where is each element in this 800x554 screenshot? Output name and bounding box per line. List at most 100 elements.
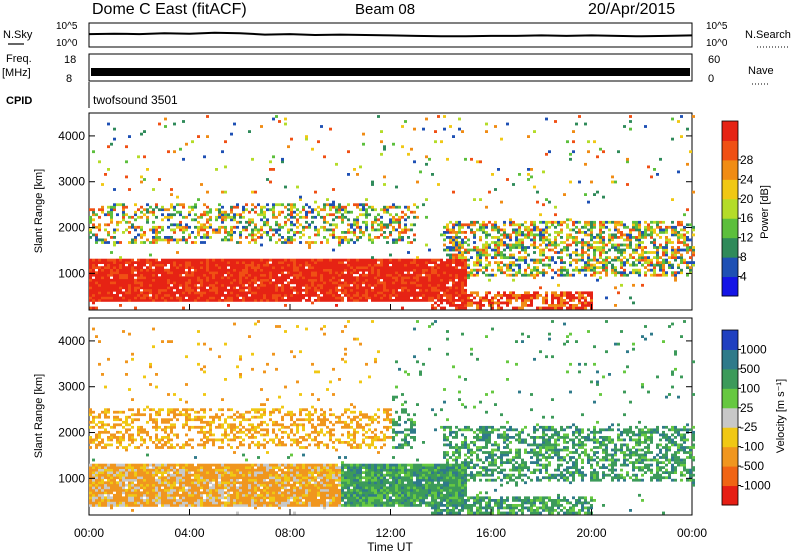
heatmap-cell: [155, 478, 158, 482]
heatmap-cell: [104, 266, 107, 269]
heatmap-cell: [227, 304, 230, 307]
heatmap-cell: [299, 278, 302, 282]
heatmap-cell: [398, 296, 401, 300]
heatmap-cell: [113, 127, 116, 131]
heatmap-cell: [272, 203, 275, 207]
heatmap-cell: [191, 231, 194, 234]
heatmap-cell: [146, 496, 149, 500]
heatmap-cell: [176, 225, 179, 229]
heatmap-cell: [140, 271, 143, 275]
heatmap-cell: [122, 438, 125, 442]
heatmap-cell: [425, 294, 428, 297]
heatmap-cell: [302, 268, 305, 272]
heatmap-cell: [158, 410, 161, 414]
heatmap-cell: [248, 278, 251, 282]
heatmap-cell: [524, 236, 527, 239]
heatmap-cell: [560, 301, 563, 305]
heatmap-cell: [533, 225, 536, 229]
heatmap-cell: [98, 483, 101, 487]
heatmap-cell: [314, 261, 317, 264]
heatmap-cell: [563, 304, 566, 307]
heatmap-cell: [173, 122, 176, 126]
heatmap-cell: [170, 205, 173, 209]
heatmap-cell: [209, 296, 212, 300]
heatmap-cell: [389, 288, 392, 292]
heatmap-cell: [134, 463, 137, 467]
heatmap-cell: [227, 231, 230, 234]
heatmap-cell: [581, 266, 584, 269]
heatmap-cell: [473, 261, 476, 264]
heatmap-cell: [596, 261, 599, 264]
heatmap-cell: [329, 281, 332, 285]
heatmap-cell: [131, 425, 134, 429]
heatmap-cell: [401, 276, 404, 280]
heatmap-cell: [653, 220, 656, 224]
heatmap-cell: [518, 258, 521, 262]
heatmap-cell: [401, 210, 404, 214]
heatmap-cell: [419, 261, 422, 264]
heatmap-cell: [149, 476, 152, 480]
heatmap-cell: [137, 208, 140, 212]
heatmap-cell: [284, 220, 287, 224]
heatmap-cell: [149, 415, 152, 419]
heatmap-cell: [383, 223, 386, 227]
heatmap-cell: [383, 208, 386, 212]
heatmap-cell: [362, 258, 365, 262]
heatmap-cell: [656, 223, 659, 227]
heatmap-cell: [119, 468, 122, 472]
heatmap-cell: [341, 276, 344, 280]
heatmap-cell: [638, 261, 641, 264]
heatmap-cell: [374, 215, 377, 219]
heatmap-cell: [458, 220, 461, 224]
heatmap-cell: [581, 294, 584, 297]
heatmap-cell: [389, 291, 392, 295]
heatmap-cell: [407, 291, 410, 295]
heatmap-cell: [335, 215, 338, 219]
heatmap-cell: [659, 268, 662, 272]
heatmap-cell: [587, 200, 590, 204]
heatmap-cell: [482, 271, 485, 275]
heatmap-cell: [677, 271, 680, 275]
heatmap-cell: [140, 276, 143, 280]
heatmap-cell: [542, 231, 545, 234]
heatmap-cell: [95, 288, 98, 292]
heatmap-cell: [131, 466, 134, 469]
heatmap-cell: [116, 286, 119, 290]
heatmap-cell: [158, 268, 161, 272]
heatmap-cell: [524, 225, 527, 229]
heatmap-cell: [644, 261, 647, 264]
heatmap-cell: [101, 476, 104, 480]
heatmap-cell: [146, 481, 149, 485]
heatmap-cell: [551, 220, 554, 224]
heatmap-cell: [101, 291, 104, 295]
heatmap-cell: [203, 273, 206, 277]
heatmap-cell: [683, 261, 686, 264]
heatmap-cell: [281, 225, 284, 229]
heatmap-cell: [335, 261, 338, 264]
heatmap-cell: [158, 491, 161, 495]
heatmap-cell: [452, 299, 455, 302]
heatmap-cell: [113, 493, 116, 497]
heatmap-cell: [152, 466, 155, 469]
heatmap-cell: [671, 251, 674, 254]
heatmap-cell: [275, 266, 278, 269]
heatmap-cell: [215, 215, 218, 219]
heatmap-cell: [143, 291, 146, 295]
heatmap-cell: [293, 276, 296, 280]
heatmap-cell: [569, 218, 572, 222]
heatmap-cell: [362, 213, 365, 217]
heatmap-cell: [95, 491, 98, 495]
heatmap-cell: [179, 210, 182, 214]
heatmap-cell: [341, 231, 344, 234]
heatmap-cell: [515, 263, 518, 267]
heatmap-cell: [254, 238, 257, 242]
nsearch-tick-top: 10^5: [706, 21, 728, 32]
heatmap-cell: [113, 137, 116, 141]
heatmap-cell: [107, 261, 110, 264]
heatmap-cell: [581, 243, 584, 247]
heatmap-cell: [125, 283, 128, 287]
heatmap-cell: [197, 286, 200, 290]
heatmap-cell: [113, 481, 116, 485]
heatmap-cell: [272, 205, 275, 209]
heatmap-cell: [473, 273, 476, 277]
